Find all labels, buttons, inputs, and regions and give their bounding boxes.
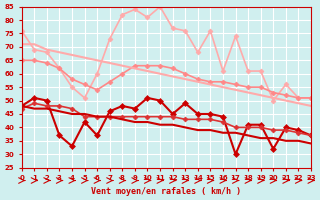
X-axis label: Vent moyen/en rafales ( km/h ): Vent moyen/en rafales ( km/h ) — [91, 187, 241, 196]
